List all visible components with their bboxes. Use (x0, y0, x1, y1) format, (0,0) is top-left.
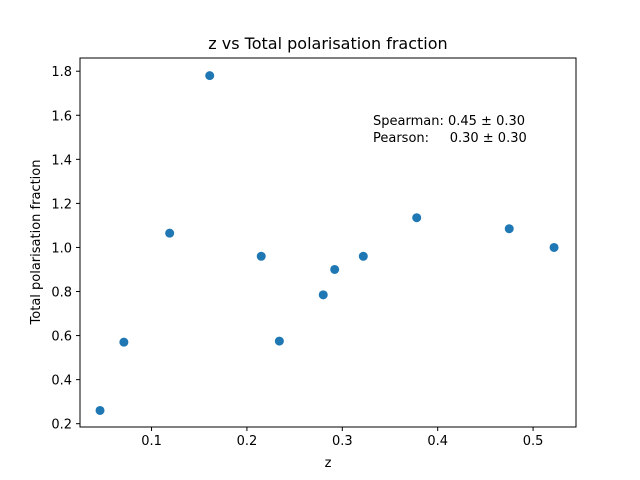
data-point (412, 213, 422, 223)
y-tick-label: 1.8 (51, 65, 72, 80)
annotation-line: Spearman: 0.45 ± 0.30 (373, 114, 525, 129)
y-tick-label: 0.6 (51, 330, 72, 345)
data-point (256, 251, 266, 261)
x-tick-label: 0.3 (332, 434, 353, 449)
data-point (318, 290, 328, 300)
y-tick-label: 0.4 (51, 374, 72, 389)
y-axis-label: Total polarisation fraction (29, 160, 44, 326)
data-point (119, 337, 129, 347)
y-tick-label: 0.8 (51, 286, 72, 301)
x-tick-label: 0.2 (237, 434, 258, 449)
y-axis: 0.2 0.4 0.6 0.8 1.0 1.2 1.4 1.6 1.8 (51, 65, 80, 433)
data-point (504, 224, 514, 234)
x-tick-label: 0.5 (523, 434, 544, 449)
x-axis-label: z (325, 456, 332, 471)
y-tick-label: 1.2 (51, 197, 72, 212)
x-axis: 0.1 0.2 0.3 0.4 0.5 (141, 427, 543, 449)
correlation-annotation: Spearman: 0.45 ± 0.30 Pearson: 0.30 ± 0.3… (373, 114, 527, 146)
plot-area (79, 57, 577, 428)
x-tick-label: 0.4 (427, 434, 448, 449)
data-point (274, 336, 284, 346)
data-point (95, 405, 105, 415)
data-points (95, 71, 559, 415)
chart-title: z vs Total polarisation fraction (208, 34, 447, 53)
data-point (205, 71, 215, 81)
data-point (330, 264, 340, 274)
data-point (165, 228, 175, 238)
plot-frame (79, 57, 577, 428)
data-point (358, 251, 368, 261)
x-tick-label: 0.1 (141, 434, 162, 449)
y-tick-label: 0.2 (51, 418, 72, 433)
y-tick-label: 1.6 (51, 109, 72, 124)
y-tick-label: 1.0 (51, 241, 72, 256)
annotation-line: Pearson: 0.30 ± 0.30 (373, 131, 527, 146)
data-point (549, 242, 559, 252)
y-tick-label: 1.4 (51, 153, 72, 168)
